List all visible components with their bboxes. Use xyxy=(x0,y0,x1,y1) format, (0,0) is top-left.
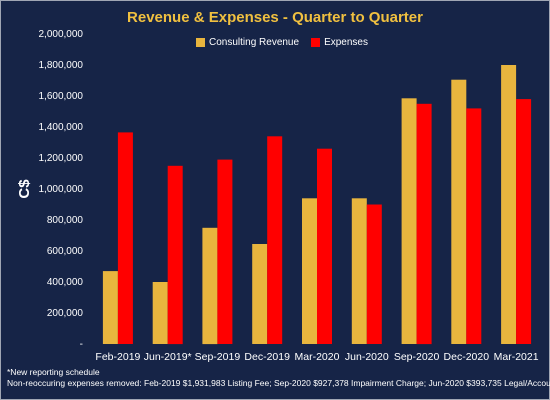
y-tick-label: 2,000,000 xyxy=(39,29,84,40)
expenses-bar xyxy=(366,204,382,344)
x-tick-label: Mar-2020 xyxy=(295,351,340,363)
chart-notes: *New reporting schedule Non-reoccuring e… xyxy=(7,367,550,389)
expenses-bar xyxy=(117,132,133,344)
expenses-bar xyxy=(516,99,532,344)
revenue-bar xyxy=(252,244,268,344)
chart-title: Revenue & Expenses - Quarter to Quarter xyxy=(127,9,423,26)
note-reporting-schedule: *New reporting schedule xyxy=(7,367,100,377)
y-tick-label: 200,000 xyxy=(47,308,84,319)
x-tick-label: Jun-2020 xyxy=(345,351,389,363)
y-axis-label: C$ xyxy=(16,179,33,199)
revenue-bar xyxy=(451,79,467,344)
legend-item-revenue: Consulting Revenue xyxy=(196,37,299,48)
x-tick-label: Sep-2019 xyxy=(195,351,241,363)
y-tick-label: - xyxy=(80,339,83,350)
expenses-bar xyxy=(317,148,332,344)
y-tick-label: 400,000 xyxy=(47,277,84,288)
expenses-bar xyxy=(267,136,283,344)
expenses-bar xyxy=(167,165,183,345)
chart-legend: Consulting Revenue Expenses xyxy=(196,37,380,48)
y-tick-label: 1,400,000 xyxy=(39,122,84,133)
revenue-bar xyxy=(351,198,367,344)
revenue-bar xyxy=(302,198,317,344)
y-tick-label: 1,600,000 xyxy=(39,91,84,102)
legend-swatch-revenue xyxy=(196,38,205,47)
legend-label-expenses: Expenses xyxy=(324,37,368,48)
x-tick-label: Dec-2020 xyxy=(444,351,490,363)
revenue-bar xyxy=(401,98,417,344)
expenses-bar xyxy=(416,103,432,345)
y-tick-label: 1,200,000 xyxy=(39,153,84,164)
revenue-bar xyxy=(152,282,168,344)
x-tick-label: Dec-2019 xyxy=(244,351,290,363)
legend-swatch-expenses xyxy=(311,38,321,47)
x-tick-label: Sep-2020 xyxy=(394,351,440,363)
revenue-bar xyxy=(202,227,218,345)
x-tick-label: Jun-2019* xyxy=(144,351,192,363)
revenue-bar xyxy=(102,271,118,344)
expenses-bar xyxy=(466,108,482,345)
revenue-bar xyxy=(501,65,517,344)
y-tick-label: 1,800,000 xyxy=(39,60,84,71)
y-tick-label: 800,000 xyxy=(47,215,84,226)
legend-label-revenue: Consulting Revenue xyxy=(209,37,300,48)
y-tick-label: 1,000,000 xyxy=(39,184,84,195)
y-tick-label: 600,000 xyxy=(47,246,84,257)
expenses-bar xyxy=(217,159,233,344)
x-tick-label: Mar-2021 xyxy=(494,351,539,363)
note-nonrecurring-expenses: Non-reoccuring expenses removed: Feb-201… xyxy=(7,378,550,388)
legend-item-expenses: Expenses xyxy=(311,37,368,48)
x-tick-label: Feb-2019 xyxy=(95,351,140,363)
